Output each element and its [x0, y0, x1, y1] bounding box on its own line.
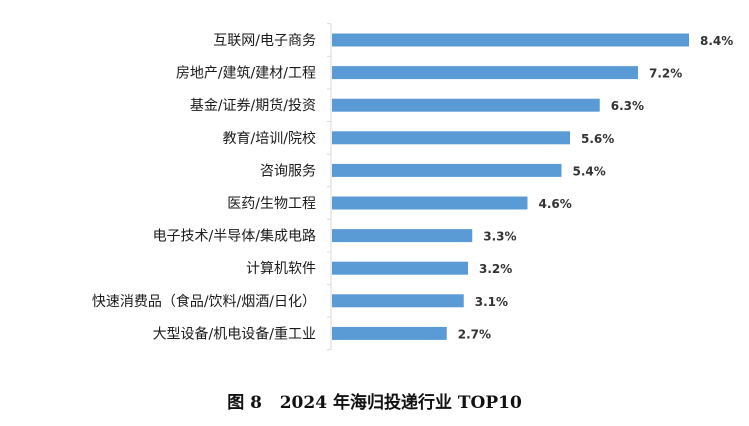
value-label: 7.2% — [649, 67, 682, 81]
bar — [332, 163, 562, 177]
bar — [332, 229, 473, 243]
value-label: 5.6% — [581, 132, 614, 146]
category-label: 大型设备/机电设备/重工业 — [153, 325, 316, 342]
category-label: 计算机软件 — [246, 261, 316, 277]
category-label: 房地产/建筑/建材/工程 — [176, 66, 316, 82]
bar — [332, 261, 468, 275]
value-label: 3.1% — [475, 295, 508, 309]
category-label: 医药/生物工程 — [227, 196, 316, 212]
value-label: 3.3% — [483, 230, 516, 244]
value-label: 8.4% — [700, 34, 733, 48]
category-label: 快速消费品（食品/饮料/烟酒/日化） — [92, 293, 316, 310]
value-label: 5.4% — [573, 164, 606, 178]
category-label: 咨询服务 — [260, 163, 316, 179]
category-label: 教育/培训/院校 — [223, 130, 316, 147]
figure-caption: 图 8 2024 年海归投递行业 TOP10 — [227, 393, 522, 413]
bar — [332, 196, 528, 210]
bar — [332, 294, 464, 308]
category-label: 互联网/电子商务 — [213, 33, 316, 49]
value-label: 3.2% — [479, 262, 512, 276]
category-label: 电子技术/半导体/集成电路 — [153, 228, 316, 245]
bar-chart: 互联网/电子商务 8.4% 房地产/建筑/建材/工程 7.2% 基金/证券/期货/投资 6… — [92, 23, 733, 351]
bar — [332, 326, 447, 340]
value-label: 6.3% — [611, 99, 644, 113]
value-label: 2.7% — [458, 327, 491, 341]
bar — [332, 33, 689, 47]
value-label: 4.6% — [539, 197, 572, 211]
bar — [332, 98, 600, 112]
category-label: 基金/证券/期货/投资 — [190, 97, 316, 114]
bar — [332, 131, 570, 145]
bar — [332, 66, 638, 80]
